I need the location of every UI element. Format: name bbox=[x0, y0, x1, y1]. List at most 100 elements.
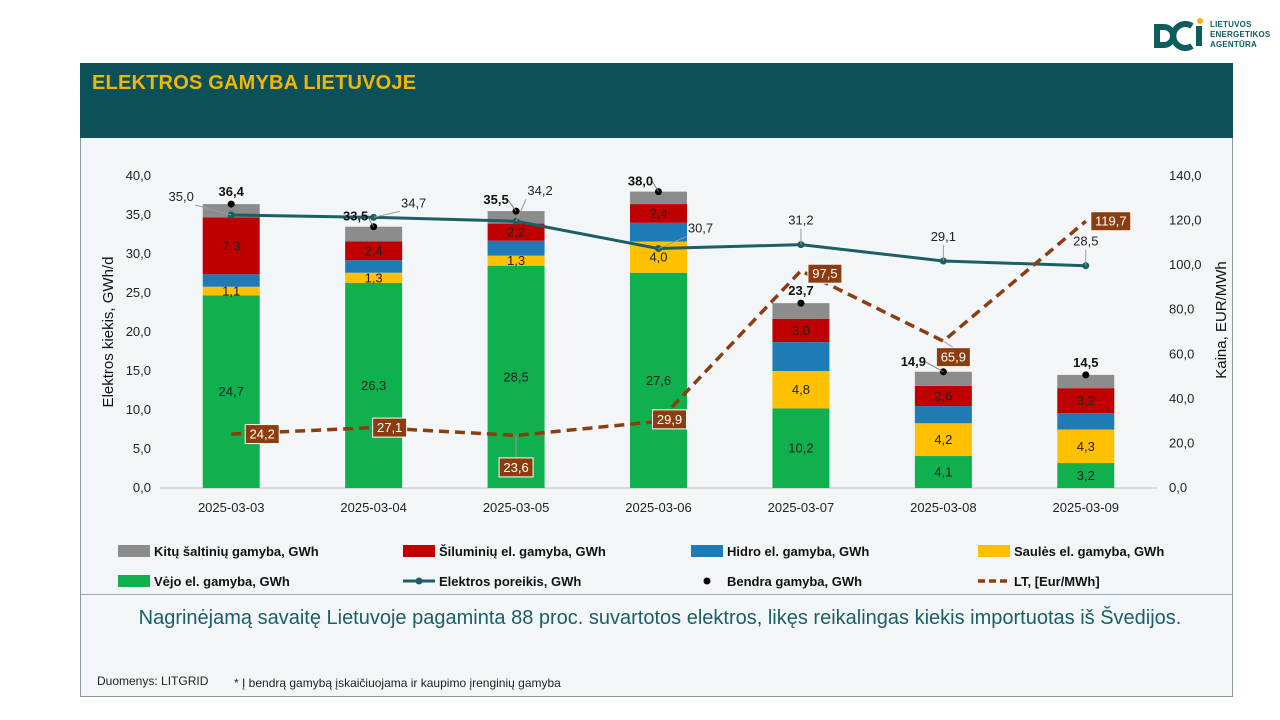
bar-segment-thermal bbox=[914, 385, 972, 407]
bar-label-thermal: 7,3 bbox=[222, 238, 240, 253]
demand-label: 31,2 bbox=[788, 213, 813, 228]
total-marker bbox=[1082, 371, 1090, 379]
y2-tick-label: 140,0 bbox=[1169, 168, 1202, 183]
bar-segment-hydro bbox=[914, 406, 972, 424]
y-tick-label: 0,0 bbox=[133, 480, 151, 495]
x-tick-label: 2025-03-08 bbox=[910, 500, 977, 515]
bar-label-wind: 28,5 bbox=[503, 369, 528, 384]
bar-label-wind: 10,2 bbox=[788, 441, 813, 456]
legend-swatch-solar bbox=[978, 545, 1010, 557]
bar-segment-thermal bbox=[772, 318, 830, 343]
y2-tick-label: 0,0 bbox=[1169, 480, 1187, 495]
legend-swatch-thermal bbox=[403, 545, 435, 557]
bar-segment-hydro bbox=[1057, 413, 1115, 430]
x-tick-label: 2025-03-09 bbox=[1053, 500, 1120, 515]
y-tick-label: 10,0 bbox=[126, 402, 151, 417]
legend-swatch-other bbox=[118, 545, 150, 557]
bar-label-thermal: 2,4 bbox=[365, 243, 383, 258]
price-leader-line bbox=[943, 340, 954, 349]
demand-leader-line bbox=[658, 236, 687, 249]
agency-logo-icon bbox=[1154, 18, 1203, 51]
price-label: 65,9 bbox=[941, 350, 966, 365]
bar-segment-wind bbox=[772, 408, 830, 488]
bar-segment-solar bbox=[202, 286, 260, 296]
y2-tick-label: 20,0 bbox=[1169, 435, 1194, 450]
price-label-box bbox=[498, 457, 534, 478]
y2-tick-label: 80,0 bbox=[1169, 302, 1194, 317]
bar-segment-thermal bbox=[202, 217, 260, 275]
bar-segment-thermal bbox=[345, 241, 403, 261]
title-bar: ELEKTROS GAMYBA LIETUVOJE bbox=[80, 63, 1233, 138]
bar-segment-thermal bbox=[630, 204, 687, 223]
y-tick-label: 20,0 bbox=[126, 324, 151, 339]
total-label: 35,5 bbox=[483, 192, 508, 207]
bar-segment-solar bbox=[914, 423, 972, 457]
total-leader-line bbox=[367, 216, 375, 227]
bar-segment-other bbox=[630, 191, 687, 205]
footnote: * Į bendrą gamybą įskaičiuojama ir kaupi… bbox=[234, 676, 561, 690]
bar-segment-hydro bbox=[630, 222, 687, 242]
bar-segment-hydro bbox=[487, 240, 545, 256]
total-leader-line bbox=[925, 361, 944, 373]
total-marker bbox=[797, 299, 805, 307]
price-label-box bbox=[807, 263, 843, 284]
total-label: 23,7 bbox=[788, 283, 813, 298]
bar-label-solar: 1,3 bbox=[507, 253, 525, 268]
bar-segment-wind bbox=[914, 456, 972, 488]
y2-axis-title: Kaina, EUR/MWh bbox=[1213, 261, 1230, 379]
price-label-box bbox=[372, 417, 408, 438]
legend-label-price: LT, [Eur/MWh] bbox=[1014, 574, 1100, 589]
price-label: 23,6 bbox=[503, 460, 528, 475]
x-tick-label: 2025-03-06 bbox=[625, 500, 692, 515]
price-label: 29,9 bbox=[657, 412, 682, 427]
price-label: 119,7 bbox=[1095, 214, 1127, 229]
total-label: 14,5 bbox=[1073, 355, 1098, 370]
production-chart: 0,0 5,0 10,0 15,0 20,0 25,0 30,0 35,0 40,0 0,0 20,… bbox=[100, 168, 1230, 589]
x-tick-label: 2025-03-03 bbox=[198, 500, 265, 515]
bar-segment-other bbox=[914, 371, 972, 386]
price-label: 27,1 bbox=[377, 420, 402, 435]
legend-label-demand: Elektros poreikis, GWh bbox=[439, 574, 581, 589]
logo-line-2: ENERGETIKOS bbox=[1210, 30, 1271, 39]
demand-leader-line bbox=[515, 199, 527, 222]
demand-leader-line bbox=[373, 210, 400, 218]
bar-label-solar: 1,3 bbox=[365, 270, 383, 285]
bar-segment-other bbox=[345, 226, 403, 242]
summary-text: Nagrinėjamą savaitę Lietuvoje pagaminta … bbox=[138, 607, 1182, 629]
bar-segment-solar bbox=[345, 272, 403, 283]
logo-line-3: AGENTŪRA bbox=[1210, 40, 1257, 49]
bar-label-wind: 4,1 bbox=[934, 465, 952, 480]
legend-label-other: Kitų šaltinių gamyba, GWh bbox=[154, 544, 319, 559]
bar-label-thermal: 3,2 bbox=[1077, 393, 1095, 408]
total-leader-line bbox=[507, 199, 517, 212]
legend-label-wind: Vėjo el. gamyba, GWh bbox=[154, 574, 290, 589]
y-tick-label: 5,0 bbox=[133, 441, 151, 456]
legend-label-hydro: Hidro el. gamyba, GWh bbox=[727, 544, 869, 559]
bar-segment-hydro bbox=[345, 260, 403, 273]
x-tick-label: 2025-03-07 bbox=[768, 500, 835, 515]
bar-label-thermal: 2,6 bbox=[934, 388, 952, 403]
bar-label-solar: 4,2 bbox=[934, 432, 952, 447]
bar-segment-other bbox=[1057, 374, 1115, 389]
bar-segment-hydro bbox=[202, 274, 260, 287]
bar-label-solar: 4,8 bbox=[792, 382, 810, 397]
bar-segment-solar bbox=[1057, 429, 1115, 464]
agency-logo-text: LIETUVOS ENERGETIKOS AGENTŪRA bbox=[1210, 20, 1270, 50]
bar-segment-wind bbox=[202, 295, 260, 488]
legend-swatch-wind bbox=[118, 575, 150, 587]
demand-marker bbox=[512, 217, 520, 225]
price-label-box bbox=[1090, 211, 1132, 232]
logo-line-1: LIETUVOS bbox=[1210, 20, 1252, 29]
demand-label: 29,1 bbox=[931, 229, 956, 244]
y2-tick-label: 100,0 bbox=[1169, 257, 1202, 272]
demand-label: 34,2 bbox=[527, 183, 552, 198]
x-tick-label: 2025-03-05 bbox=[483, 500, 549, 515]
price-label: 97,5 bbox=[812, 266, 837, 281]
bar-label-solar: 4,3 bbox=[1077, 439, 1095, 454]
y-tick-label: 25,0 bbox=[126, 285, 151, 300]
bar-segment-hydro bbox=[772, 342, 830, 371]
page-title: ELEKTROS GAMYBA LIETUVOJE bbox=[92, 72, 417, 94]
demand-label: 30,7 bbox=[688, 221, 713, 236]
y2-tick-label: 40,0 bbox=[1169, 391, 1194, 406]
bar-segment-thermal bbox=[1057, 388, 1115, 414]
